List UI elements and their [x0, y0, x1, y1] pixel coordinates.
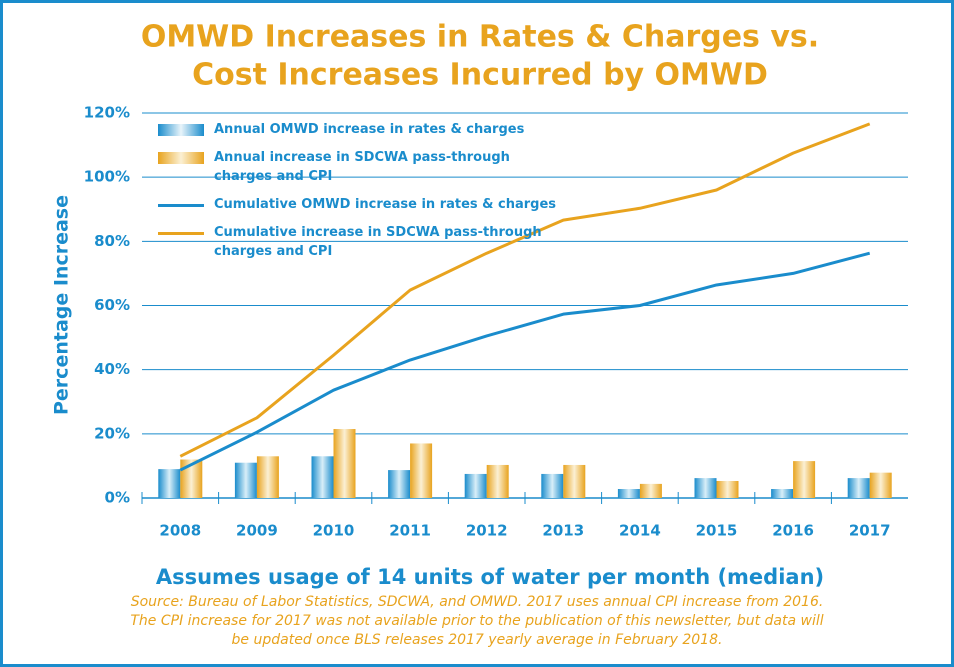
bar — [617, 489, 640, 498]
legend-item: Cumulative increase in SDCWA pass-throug… — [158, 223, 578, 261]
source-line: be updated once BLS releases 2017 yearly… — [231, 632, 723, 648]
chart-title: Cost Increases Incurred by OMWD — [192, 58, 768, 93]
bar — [541, 473, 564, 498]
bar — [771, 489, 794, 498]
legend-label: Annual increase in SDCWA pass-through ch… — [214, 150, 510, 184]
line — [179, 122, 871, 458]
subtitle: Assumes usage of 14 units of water per m… — [156, 565, 824, 589]
bar — [694, 478, 717, 498]
bar — [180, 459, 203, 498]
legend-label: Annual OMWD increase in rates & charges — [214, 122, 525, 137]
x-tick-label: 2012 — [466, 522, 508, 540]
source: Source: Bureau of Labor Statistics, SDCW… — [0, 593, 954, 650]
x-tick-label: 2008 — [159, 522, 201, 540]
legend: Annual OMWD increase in rates & charges A… — [158, 120, 578, 270]
x-tick-label: 2014 — [619, 522, 661, 540]
bar — [333, 429, 356, 498]
line — [179, 251, 871, 472]
bar — [639, 483, 662, 498]
y-tick-label: 0% — [105, 489, 130, 507]
bar — [388, 470, 411, 498]
y-tick-label: 80% — [94, 232, 130, 250]
source-line: The CPI increase for 2017 was not availa… — [130, 613, 824, 629]
bar — [158, 469, 181, 498]
legend-item: Annual increase in SDCWA pass-through ch… — [158, 148, 578, 186]
x-tick-label: 2009 — [236, 522, 278, 540]
bar — [847, 478, 870, 498]
y-tick-label: 120% — [84, 104, 130, 122]
legend-swatch — [158, 152, 204, 164]
x-tick-label: 2011 — [389, 522, 431, 540]
x-tick-label: 2017 — [849, 522, 891, 540]
x-tick-label: 2015 — [696, 522, 738, 540]
legend-item: Cumulative OMWD increase in rates & char… — [158, 195, 578, 214]
x-tick-label: 2016 — [772, 522, 814, 540]
chart-title: OMWD Increases in Rates & Charges vs. — [141, 20, 819, 55]
bar — [256, 456, 279, 498]
legend-item: Annual OMWD increase in rates & charges — [158, 120, 578, 139]
bar — [716, 480, 739, 498]
bar — [410, 443, 433, 498]
y-tick-label: 20% — [94, 424, 130, 442]
y-tick-label: 40% — [94, 360, 130, 378]
y-tick-label: 60% — [94, 296, 130, 314]
source-line: Source: Bureau of Labor Statistics, SDCW… — [130, 594, 824, 610]
legend-label: Cumulative OMWD increase in rates & char… — [214, 197, 557, 212]
legend-swatch — [158, 232, 204, 235]
bar — [464, 473, 487, 498]
bar — [793, 461, 816, 498]
bar — [234, 462, 257, 498]
legend-label: Cumulative increase in SDCWA pass-throug… — [214, 225, 542, 259]
bar — [311, 456, 334, 498]
legend-swatch — [158, 204, 204, 207]
y-axis-label: Percentage Increase — [51, 195, 73, 415]
bar — [869, 472, 892, 498]
x-tick-label: 2010 — [313, 522, 355, 540]
bar — [563, 464, 586, 498]
y-tick-label: 100% — [84, 168, 130, 186]
x-tick-label: 2013 — [542, 522, 584, 540]
bar — [486, 464, 509, 498]
legend-swatch — [158, 124, 204, 136]
